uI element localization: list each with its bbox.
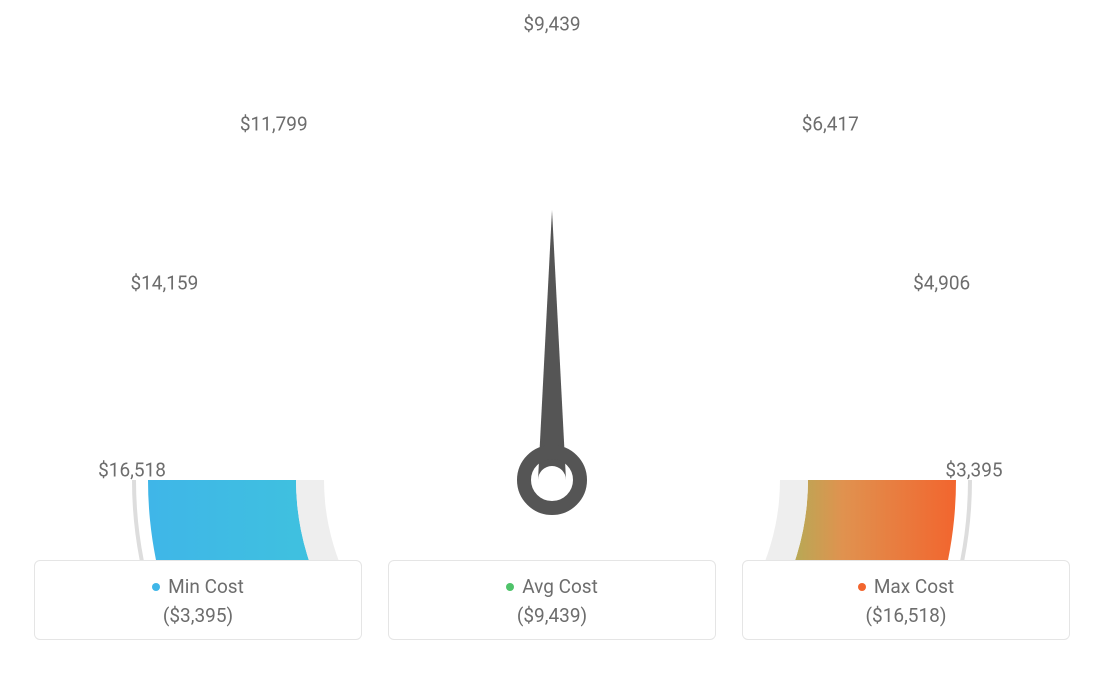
avg-cost-value: ($9,439) <box>389 604 715 627</box>
summary-cards: Min Cost ($3,395) Avg Cost ($9,439) Max … <box>0 560 1104 664</box>
bullet-icon <box>506 583 514 591</box>
bullet-icon <box>152 583 160 591</box>
avg-cost-card: Avg Cost ($9,439) <box>388 560 716 640</box>
scale-label: $11,799 <box>240 112 308 135</box>
bullet-icon <box>858 583 866 591</box>
scale-label: $6,417 <box>802 112 859 135</box>
max-cost-card: Max Cost ($16,518) <box>742 560 1070 640</box>
min-cost-title: Min Cost <box>35 575 361 598</box>
avg-cost-title: Avg Cost <box>389 575 715 598</box>
max-cost-label: Max Cost <box>874 575 954 598</box>
scale-label: $16,518 <box>98 459 166 482</box>
cost-gauge-infographic: $3,395 $4,906 $6,417 $9,439 $11,799 $14,159 $1… <box>0 0 1104 690</box>
max-cost-title: Max Cost <box>743 575 1069 598</box>
min-cost-card: Min Cost ($3,395) <box>34 560 362 640</box>
min-cost-value: ($3,395) <box>35 604 361 627</box>
scale-label: $14,159 <box>130 271 198 294</box>
scale-label: $9,439 <box>523 13 580 36</box>
scale-label: $4,906 <box>913 271 970 294</box>
min-cost-label: Min Cost <box>168 575 244 598</box>
max-cost-value: ($16,518) <box>743 604 1069 627</box>
scale-label: $3,395 <box>945 459 1002 482</box>
gauge-area: $3,395 $4,906 $6,417 $9,439 $11,799 $14,159 $1… <box>0 0 1104 560</box>
avg-cost-label: Avg Cost <box>522 575 598 598</box>
